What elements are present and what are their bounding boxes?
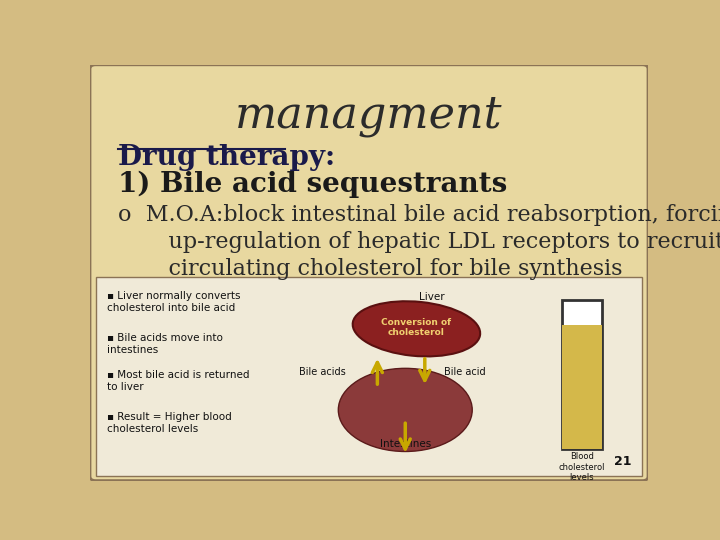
Text: Bile acid: Bile acid	[444, 367, 486, 377]
Ellipse shape	[353, 301, 480, 356]
Text: Liver: Liver	[419, 292, 444, 302]
Text: ▪ Liver normally converts
cholesterol into bile acid: ▪ Liver normally converts cholesterol in…	[107, 292, 240, 313]
Text: o  M.O.A:block intestinal bile acid reabsorption, forcing: o M.O.A:block intestinal bile acid reabs…	[118, 204, 720, 226]
Text: Bile acids: Bile acids	[300, 367, 346, 377]
Bar	[96, 277, 642, 476]
Text: up-regulation of hepatic LDL receptors to recruit: up-regulation of hepatic LDL receptors t…	[140, 231, 720, 253]
Ellipse shape	[338, 368, 472, 451]
Bar	[562, 300, 602, 449]
Text: Conversion of
cholesterol: Conversion of cholesterol	[382, 318, 451, 338]
Text: ▪ Most bile acid is returned
to liver: ▪ Most bile acid is returned to liver	[107, 370, 249, 392]
Text: Blood
cholesterol
levels: Blood cholesterol levels	[558, 453, 605, 482]
Text: ▪ Result = Higher blood
cholesterol levels: ▪ Result = Higher blood cholesterol leve…	[107, 412, 232, 434]
Text: managment: managment	[235, 94, 503, 137]
Text: 21: 21	[613, 455, 631, 468]
Text: ▪ Bile acids move into
intestines: ▪ Bile acids move into intestines	[107, 333, 222, 355]
Bar	[562, 325, 602, 449]
Text: 1) Bile acid sequestrants: 1) Bile acid sequestrants	[118, 171, 507, 198]
FancyBboxPatch shape	[90, 65, 648, 481]
Text: Intestines: Intestines	[379, 440, 431, 449]
Text: circulating cholesterol for bile synthesis: circulating cholesterol for bile synthes…	[140, 258, 623, 280]
Text: Drug therapy:: Drug therapy:	[118, 144, 335, 171]
